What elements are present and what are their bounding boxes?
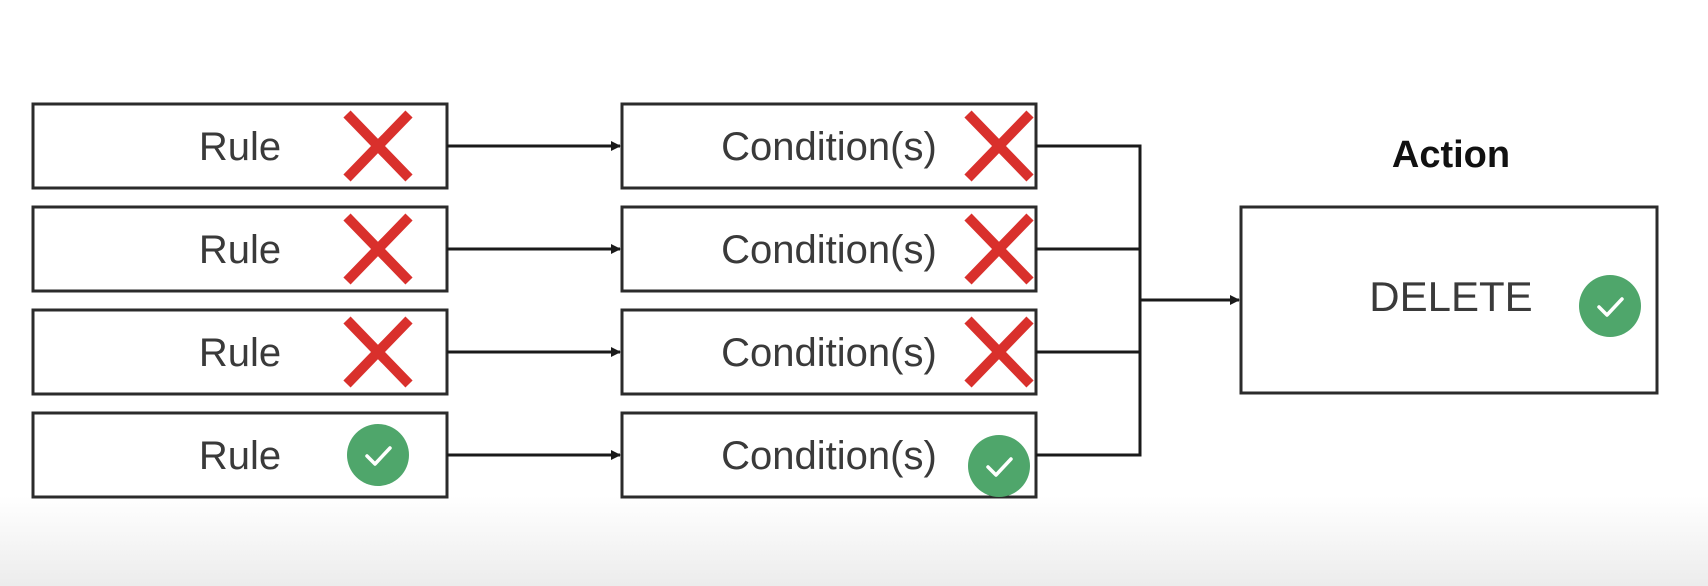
rule-row: Rule Condition(s) — [31, 308, 1038, 396]
x-mark-icon — [964, 213, 1034, 285]
x-mark-icon — [964, 316, 1034, 388]
rule-row: Rule Condition(s) — [31, 205, 1038, 293]
rule-label: Rule — [199, 228, 281, 272]
rule-row: Rule Condition(s) — [31, 411, 1038, 499]
x-mark-icon — [343, 110, 413, 182]
merge-connector — [1036, 144, 1240, 457]
x-mark-icon — [964, 110, 1034, 182]
condition-label: Condition(s) — [721, 228, 937, 272]
condition-label: Condition(s) — [721, 331, 937, 375]
condition-label: Condition(s) — [721, 434, 937, 478]
condition-label: Condition(s) — [721, 125, 937, 169]
check-circle-icon — [347, 424, 409, 486]
condition-box — [620, 411, 1038, 499]
rule-label: Rule — [199, 331, 281, 375]
x-mark-icon — [343, 316, 413, 388]
check-circle-icon — [1579, 275, 1641, 337]
x-mark-icon — [343, 213, 413, 285]
rule-label: Rule — [199, 434, 281, 478]
action-label: DELETE — [1369, 273, 1532, 320]
action-heading: Action — [1392, 134, 1510, 176]
check-circle-icon — [968, 435, 1030, 497]
rule-row: Rule Condition(s) — [31, 102, 1038, 190]
bottom-gradient — [0, 496, 1708, 586]
rule-label: Rule — [199, 125, 281, 169]
